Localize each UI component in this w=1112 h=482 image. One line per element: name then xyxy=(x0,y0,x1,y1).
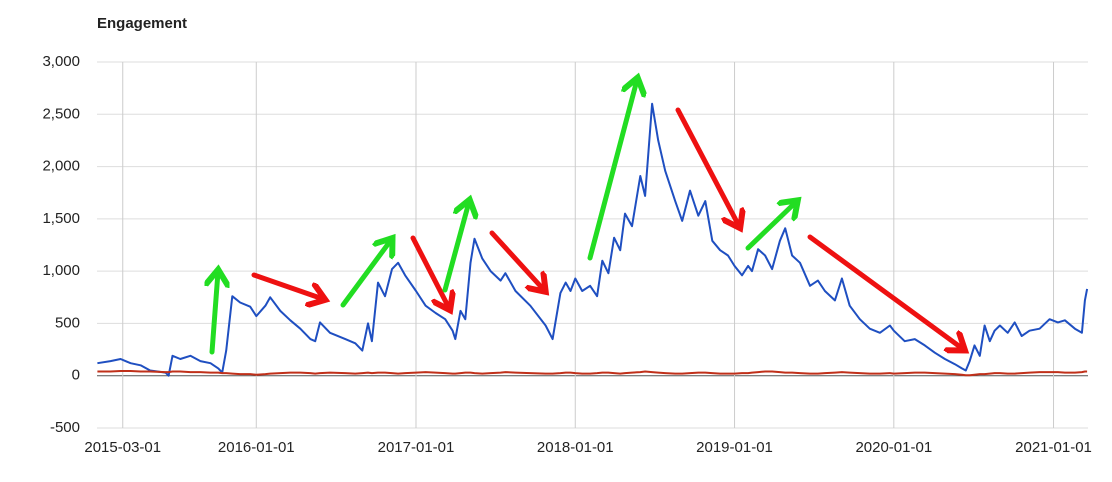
y-tick-label: -500 xyxy=(50,419,80,436)
x-tick-label: 2015-03-01 xyxy=(84,439,161,456)
red-arrow xyxy=(489,230,544,290)
x-tick-label: 2020-01-01 xyxy=(855,439,932,456)
green-arrow xyxy=(587,80,637,261)
x-tick-label: 2017-01-01 xyxy=(378,439,455,456)
chart-title: Engagement xyxy=(97,15,187,32)
line-series xyxy=(97,370,1088,377)
red-arrow xyxy=(410,235,449,308)
red-arrow xyxy=(251,272,323,299)
y-tick-label: 3,000 xyxy=(42,53,80,70)
plot xyxy=(97,102,1089,377)
y-tick-label: 0 xyxy=(72,367,80,384)
line-series xyxy=(97,102,1089,377)
annotation-arrows xyxy=(212,80,963,355)
red-arrow xyxy=(675,107,739,226)
red-arrow xyxy=(807,234,963,349)
x-tick-label: 2021-01-01 xyxy=(1015,439,1092,456)
green-arrow xyxy=(212,272,218,355)
y-tick-label: 1,000 xyxy=(42,262,80,279)
y-tick-label: 500 xyxy=(55,314,80,331)
x-tick-label: 2019-01-01 xyxy=(696,439,773,456)
green-arrow xyxy=(745,202,796,251)
y-tick-label: 2,000 xyxy=(42,158,80,175)
x-tick-label: 2018-01-01 xyxy=(537,439,614,456)
x-tick-label: 2016-01-01 xyxy=(218,439,295,456)
grid: -500 0 500 1,000 1,500 2,000 2,500 3,000 2015-03… xyxy=(42,53,1091,456)
green-arrow xyxy=(442,202,469,293)
y-tick-label: 1,500 xyxy=(42,210,80,227)
y-tick-label: 2,500 xyxy=(42,105,80,122)
green-arrow xyxy=(340,240,391,308)
